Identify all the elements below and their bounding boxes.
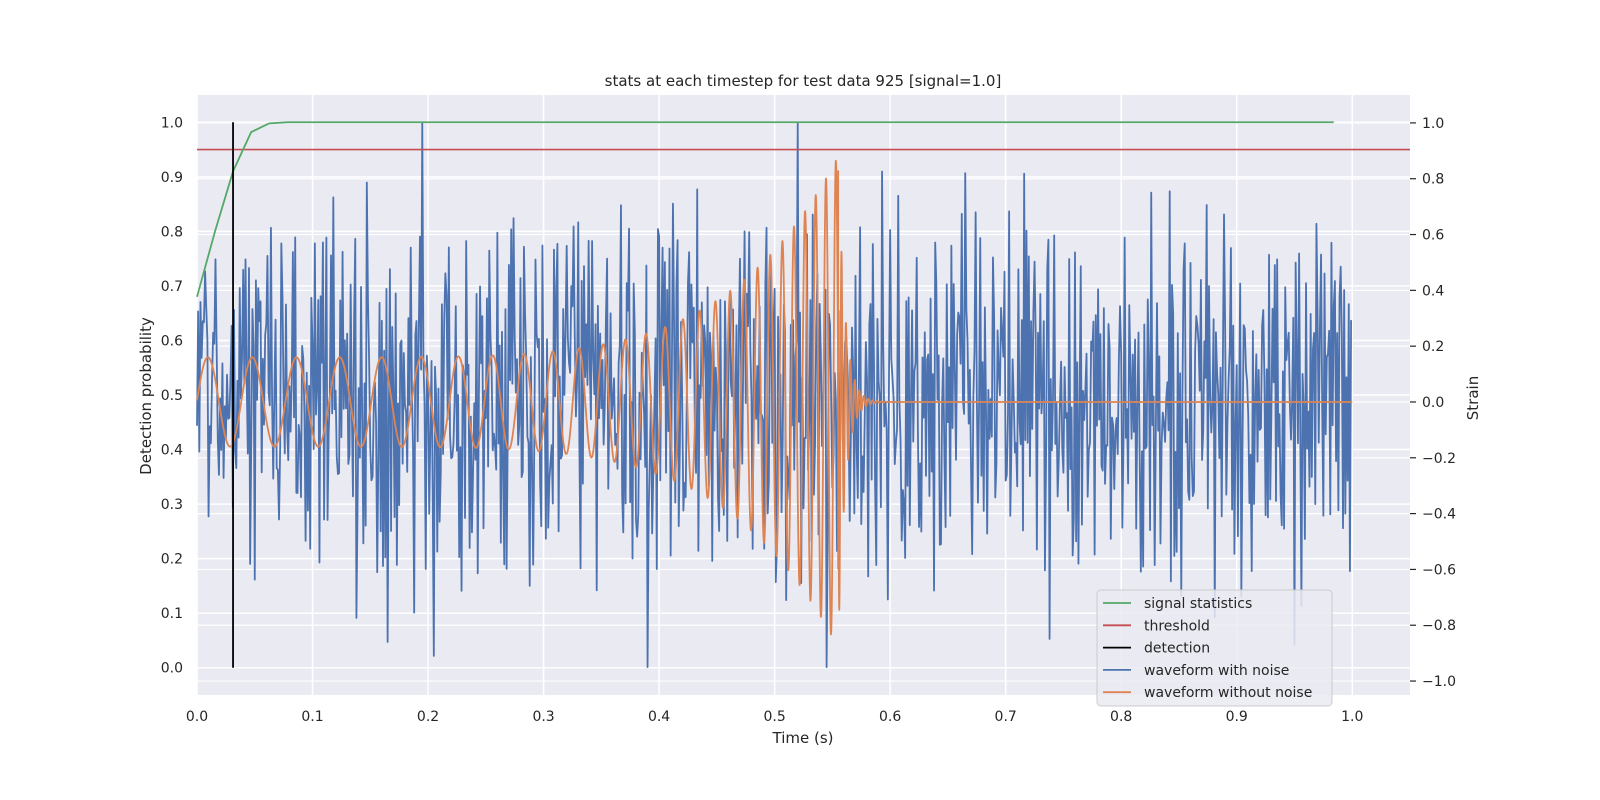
y2-tick-label: −0.4 (1422, 507, 1456, 523)
y2-tick-label: 1.0 (1422, 116, 1444, 132)
y2-tick-label: −0.8 (1422, 618, 1456, 634)
series-layer (196, 121, 1410, 668)
x-tick-label: 0.6 (879, 709, 901, 725)
y-tick-label: 0.6 (161, 333, 183, 349)
x-tick-label: 0.4 (648, 709, 670, 725)
y2-tick-label: 0.0 (1422, 395, 1444, 411)
y-tick-label: 0.3 (161, 497, 183, 513)
series-signal-statistics (196, 121, 1334, 298)
y2-tick-label: −1.0 (1422, 674, 1456, 690)
x-tick-label: 1.0 (1341, 709, 1363, 725)
x-axis-title: Time (s) (772, 729, 834, 747)
y-tick-label: 0.2 (161, 552, 183, 568)
x-tick-label: 0.3 (532, 709, 554, 725)
x-tick-label: 0.8 (1110, 709, 1132, 725)
x-tick-label: 0.9 (1226, 709, 1248, 725)
x-tick-label: 0.5 (763, 709, 785, 725)
x-tick-label: 0.0 (186, 709, 208, 725)
y-tick-label: 0.5 (161, 388, 183, 404)
y-tick-label: 0.8 (161, 224, 183, 240)
y2-tick-label: −0.6 (1422, 562, 1456, 578)
y-tick-label: 0.7 (161, 279, 183, 295)
legend-label: threshold (1144, 618, 1210, 634)
y-tick-label: 0.9 (161, 170, 183, 186)
y2-tick-label: −0.2 (1422, 451, 1456, 467)
y2-tick-label: 0.2 (1422, 339, 1444, 355)
chart-title: stats at each timestep for test data 925… (605, 72, 1002, 90)
y-axis-title: Detection probability (137, 317, 155, 475)
series-waveform-with-noise (196, 122, 1352, 668)
series-waveform-without-noise (196, 159, 1353, 636)
legend-label: waveform with noise (1144, 663, 1289, 679)
y-tick-label: 0.0 (161, 661, 183, 677)
y2-tick-label: 0.4 (1422, 283, 1444, 299)
x-tick-label: 0.2 (417, 709, 439, 725)
y-tick-label: 0.1 (161, 606, 183, 622)
x-tick-label: 0.7 (995, 709, 1017, 725)
y-tick-label: 1.0 (161, 115, 183, 131)
legend-label: signal statistics (1144, 596, 1252, 612)
x-tick-label: 0.1 (301, 709, 323, 725)
axes-layer: 0.0 0.1 0.2 0.3 0.4 0.5 0.6 0.7 0.8 0.9 1.0 0.0 0.1 0… (161, 115, 1456, 725)
y-tick-label: 0.4 (161, 443, 183, 459)
legend-box (1096, 589, 1333, 707)
y2-axis-title: Strain (1464, 376, 1482, 420)
legend: signal statistics threshold detection wavef… (1096, 589, 1333, 707)
legend-label: detection (1144, 641, 1210, 657)
y2-tick-label: 0.6 (1422, 228, 1444, 244)
y2-tick-label: 0.8 (1422, 172, 1444, 188)
legend-label: waveform without noise (1144, 685, 1312, 701)
